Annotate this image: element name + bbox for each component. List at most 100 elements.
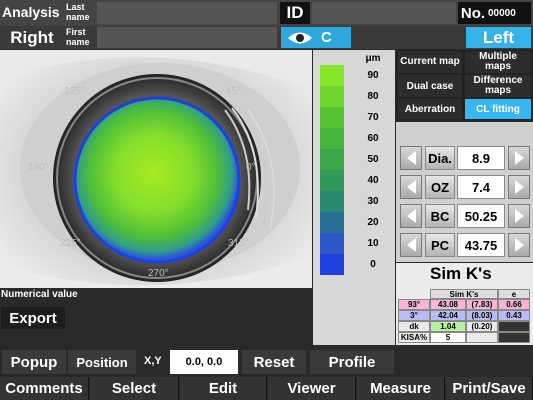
param-value[interactable]: 43.75 [457,233,505,257]
scale-label: 50 [367,154,379,165]
eye-selector[interactable]: C [281,27,351,48]
analysis-label: Analysis [2,4,60,20]
edit-button[interactable]: Edit [180,377,267,400]
simk-header: e [498,289,530,299]
simk-value: 43.08 [430,299,466,310]
simk-e: 0.66 [498,299,530,310]
arrow-left-icon [406,238,416,252]
difference-maps-button[interactable]: Difference maps [465,75,531,97]
measure-button[interactable]: Measure [357,377,445,400]
scale-color-swatch [320,86,344,107]
current-map-button[interactable]: Current map [398,51,462,73]
decrease-button[interactable] [400,204,422,228]
simk-e: 0.43 [498,310,530,321]
left-eye-button[interactable]: Left [466,27,531,48]
cl-fitting-button[interactable]: CL fitting [465,99,531,119]
simk-title: Sim K's [430,264,492,283]
scale-color-swatch [320,170,344,191]
print-save-button[interactable]: Print/Save [446,377,533,400]
param-value[interactable]: 50.25 [457,204,505,228]
decrease-button[interactable] [400,233,422,257]
right-eye-label[interactable]: Right [10,27,54,47]
simk-header: Sim K's [430,289,498,299]
simk-extra: (8.03) [466,310,498,321]
arrow-left-icon [406,180,416,194]
svg-text:135°: 135° [64,86,85,97]
param-label: BC [425,204,455,228]
svg-text:0°: 0° [246,162,256,173]
no-label: No. [458,2,488,24]
increase-button[interactable] [508,146,530,170]
lower-gray-area [313,288,395,345]
scale-label: 70 [367,112,379,123]
param-value[interactable]: 7.4 [457,175,505,199]
simk-axis: dk [398,321,430,332]
export-button[interactable]: Export [1,307,65,329]
reset-button[interactable]: Reset [242,350,306,374]
comments-button[interactable]: Comments [0,377,89,400]
simk-value: 1.04 [430,321,466,332]
svg-text:180°: 180° [28,162,49,173]
first-name-label: First name [66,27,90,47]
arrow-right-icon [514,151,524,165]
scale-label: 30 [367,196,379,207]
popup-button[interactable]: Popup [2,350,66,374]
scale-label: 20 [367,217,379,228]
svg-text:45°: 45° [226,86,241,97]
param-label: Dia. [425,146,455,170]
simk-e [498,321,530,332]
scale-color-swatch [320,107,344,128]
multiple-maps-button[interactable]: Multiple maps [465,51,531,73]
eye-icon [288,32,312,43]
simk-extra: (7.83) [466,299,498,310]
simk-value: 5 [430,332,466,343]
simk-extra [466,332,498,343]
eye-image-panel: 135° 45° 180° 0° 225° 315° 270° [0,50,312,288]
scale-color-swatch [320,128,344,149]
cl-fitting-map-image: 135° 45° 180° 0° 225° 315° 270° [0,50,312,288]
increase-button[interactable] [508,175,530,199]
simk-extra: (0.20) [466,321,498,332]
scale-color-swatch [320,191,344,212]
param-label: OZ [425,175,455,199]
numerical-value-label: Numerical value [1,289,78,300]
profile-button[interactable]: Profile [310,350,394,374]
first-name-field[interactable] [97,27,277,48]
scale-unit: μm [365,53,381,64]
scale-color-swatch [320,233,344,254]
scale-color-swatch [320,149,344,170]
simk-value: 42.04 [430,310,466,321]
svg-text:225°: 225° [60,238,81,249]
scale-color-swatch [320,254,344,275]
increase-button[interactable] [508,233,530,257]
simk-e [498,332,530,343]
xy-value: 0.0, 0.0 [170,350,238,374]
position-button[interactable]: Position [68,350,136,374]
simk-axis: 3° [398,310,430,321]
decrease-button[interactable] [400,146,422,170]
scale-color-swatch [320,212,344,233]
scale-label: 10 [367,238,379,249]
scale-label: 90 [367,70,379,81]
decrease-button[interactable] [400,175,422,199]
scale-label: 80 [367,91,379,102]
arrow-left-icon [406,209,416,223]
id-label: ID [280,2,310,24]
scale-label: 40 [367,175,379,186]
dual-case-button[interactable]: Dual case [398,75,462,97]
id-field[interactable] [312,2,456,24]
eye-selector-label: C [321,29,332,46]
last-name-field[interactable] [97,2,277,24]
xy-label: X,Y [144,355,162,367]
simk-axis: KISA% [398,332,430,343]
viewer-button[interactable]: Viewer [268,377,356,400]
select-button[interactable]: Select [90,377,179,400]
param-value[interactable]: 8.9 [457,146,505,170]
increase-button[interactable] [508,204,530,228]
svg-text:270°: 270° [148,268,169,279]
last-name-label: Last name [66,2,90,22]
aberration-button[interactable]: Aberration [398,99,462,119]
arrow-left-icon [406,151,416,165]
scale-color-swatch [320,65,344,86]
scale-label: 0 [370,259,376,270]
